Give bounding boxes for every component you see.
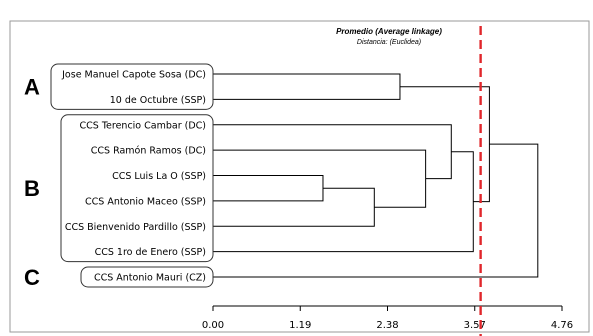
- leaf-label: Jose Manuel Capote Sosa (DC): [61, 70, 206, 81]
- x-tick-label: 4.76: [551, 320, 573, 331]
- x-tick-label: 3.57: [464, 320, 486, 331]
- chart-frame: [9, 20, 590, 333]
- leaf-label: CCS Ramón Ramos (DC): [91, 146, 206, 157]
- leaf-label: CCS Luis La O (SSP): [112, 171, 206, 182]
- leaf-label: 10 de Octubre (SSP): [110, 95, 206, 106]
- dendrogram-link: [213, 187, 375, 227]
- x-tick-label: 2.38: [376, 320, 398, 331]
- dendrogram-link: [213, 124, 452, 180]
- x-axis: 0.00 1.19 2.38 3.57 4.76: [202, 305, 573, 331]
- chart-subtitle: Distancia: (Euclidea): [357, 39, 421, 46]
- chart-title: Promedio (Average linkage): [336, 27, 442, 36]
- leaf-labels: Jose Manuel Capote Sosa (DC) 10 de Octubr…: [61, 70, 206, 284]
- cluster-box: [60, 114, 214, 263]
- cluster-letter: B: [24, 176, 40, 201]
- dendrogram-link: [213, 149, 427, 208]
- dendrogram-branches: [213, 73, 539, 278]
- cluster-letter: C: [24, 265, 40, 290]
- dendrogram-link: [399, 86, 490, 203]
- leaf-label: CCS Terencio Cambar (DC): [80, 120, 206, 131]
- leaf-label: CCS Antonio Maceo (SSP): [85, 196, 206, 207]
- cluster-box: [50, 63, 214, 110]
- cluster-letter: A: [24, 75, 40, 100]
- x-tick-label: 0.00: [202, 320, 224, 331]
- dendrogram-link: [213, 151, 474, 253]
- dendrogram-link: [213, 143, 539, 278]
- leaf-label: CCS 1ro de Enero (SSP): [95, 247, 206, 258]
- x-tick-label: 1.19: [289, 320, 311, 331]
- cluster-groups: A B C: [24, 63, 214, 290]
- dendrogram-link: [213, 175, 324, 202]
- leaf-label: CCS Antonio Mauri (CZ): [94, 273, 206, 284]
- leaf-label: CCS Bienvenido Pardillo (SSP): [65, 222, 206, 233]
- dendrogram-link: [213, 73, 401, 100]
- cluster-box: [80, 266, 214, 288]
